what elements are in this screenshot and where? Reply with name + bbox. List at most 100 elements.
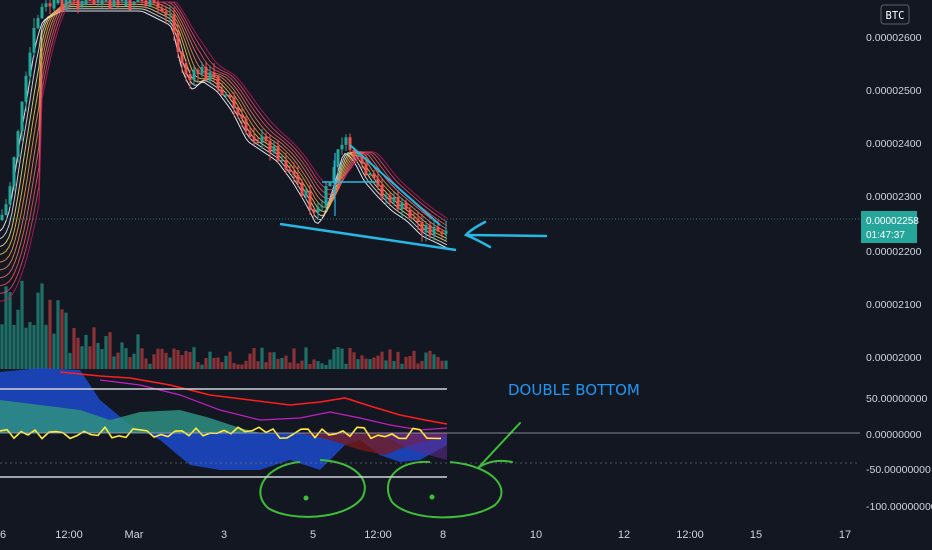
candle-body	[356, 155, 360, 157]
candle-body	[428, 225, 432, 235]
volume-bar	[140, 348, 144, 369]
volume-bar	[156, 348, 160, 369]
candle-body	[252, 136, 256, 142]
price-tick-label: 0.00002300	[866, 191, 922, 203]
volume-bar	[248, 353, 252, 369]
volume-bar	[0, 324, 4, 369]
volume-bar	[412, 350, 416, 369]
volume-bar	[376, 355, 380, 369]
volume-bar	[120, 342, 124, 369]
candle-body	[436, 226, 440, 232]
volume-bar	[340, 348, 344, 369]
candle-body	[204, 67, 208, 81]
volume-bar	[60, 309, 64, 369]
time-tick-label: Mar	[125, 529, 144, 541]
candlesticks	[0, 0, 448, 242]
candle-body	[240, 114, 244, 119]
candle-body	[312, 209, 316, 213]
candle-body	[96, 0, 100, 2]
volume-bar	[236, 364, 240, 369]
candle-body	[160, 8, 164, 12]
volume-bar	[112, 356, 116, 369]
candle-body	[56, 0, 60, 4]
candle-body	[264, 136, 268, 141]
volume-bar	[56, 300, 60, 369]
candle-body	[180, 51, 184, 64]
volume-bar	[260, 347, 264, 369]
volume-bar	[268, 352, 272, 369]
moving-average-line	[0, 1, 448, 287]
support-trendline	[279, 222, 457, 252]
volume-bar	[88, 346, 92, 369]
candle-body	[128, 0, 132, 11]
volume-bar	[192, 347, 196, 369]
price-tick-label: 0.00002200	[866, 246, 922, 258]
volume-bar	[312, 359, 316, 369]
volume-bar	[276, 358, 280, 369]
volume-bar	[252, 347, 256, 369]
candle-body	[192, 69, 196, 81]
candle-body	[28, 52, 32, 76]
candle-body	[272, 146, 276, 153]
volume-bar	[136, 334, 140, 369]
candle-body	[164, 11, 168, 16]
green-arrow	[477, 422, 521, 469]
candle-body	[224, 94, 228, 96]
candle-body	[188, 74, 192, 81]
volume-bar	[400, 363, 404, 369]
candle-body	[12, 157, 16, 187]
candle-body	[304, 190, 308, 196]
volume-bar	[64, 312, 68, 369]
time-tick-label: 5	[310, 529, 316, 541]
price-tick-label: 0.00002400	[866, 138, 922, 150]
volume-bar	[104, 336, 108, 369]
volume-bar	[160, 348, 164, 369]
volume-bar	[80, 346, 84, 369]
candle-body	[408, 209, 412, 219]
candle-body	[260, 136, 264, 143]
candle-body	[352, 149, 356, 156]
volume-bar	[76, 337, 80, 369]
volume-bar	[36, 292, 40, 369]
volume-bar	[68, 353, 72, 369]
volume-bar	[52, 333, 56, 369]
candle-body	[388, 195, 392, 202]
candle-body	[348, 137, 352, 150]
candle-body	[256, 141, 260, 143]
candle-body	[392, 197, 396, 202]
time-tick-label: 12:00	[364, 529, 392, 541]
candle-body	[300, 182, 304, 196]
axes: 0.00002600 0.00002500 0.00002400 0.00002300…	[0, 32, 932, 541]
candle-body	[84, 0, 88, 5]
time-tick-label: 12	[618, 529, 630, 541]
volume-bar	[44, 324, 48, 369]
candle-body	[100, 0, 104, 5]
candle-body	[52, 0, 56, 9]
volume-bar	[424, 352, 428, 369]
candle-body	[372, 173, 376, 179]
candle-body	[120, 0, 124, 1]
candle-body	[212, 72, 216, 77]
volume-bars	[0, 280, 448, 369]
volume-bar	[388, 349, 392, 369]
volume-bar	[148, 363, 152, 369]
candle-body	[284, 160, 288, 170]
oscillator-tick-label: -100.00000000	[866, 501, 932, 513]
candle-body	[104, 0, 108, 2]
symbol-badge[interactable]: BTC	[880, 4, 910, 25]
volume-bar	[428, 350, 432, 369]
candle-body	[344, 137, 348, 145]
volume-bar	[408, 356, 412, 369]
time-tick-label: 12:00	[676, 529, 704, 541]
moving-average-line	[0, 1, 448, 271]
volume-bar	[92, 327, 96, 369]
volume-bar	[324, 364, 328, 369]
bar-countdown-label: 01:47:37	[866, 230, 905, 241]
candle-body	[288, 169, 292, 172]
candle-body	[20, 101, 24, 132]
oscillator-pane	[0, 368, 448, 470]
volume-bar	[152, 354, 156, 369]
time-tick-label: 12:00	[55, 529, 83, 541]
price-tick-label: 0.00002600	[866, 32, 922, 44]
